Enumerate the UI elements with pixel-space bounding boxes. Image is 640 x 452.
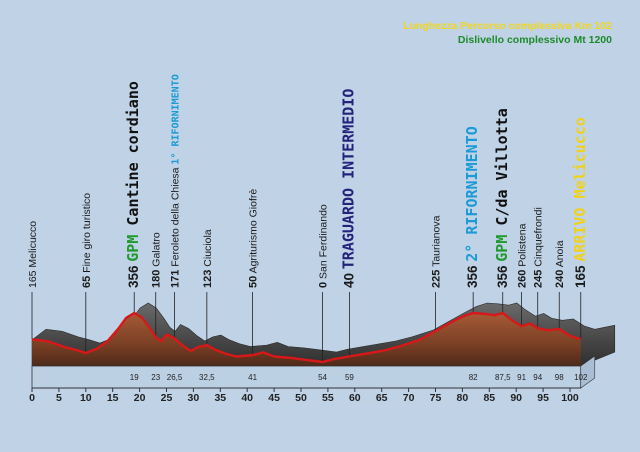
x-axis: 0 5 10 15 20 25 30 35 40 45 50 55 60 65 70 75 80 85 90 95 10… [29, 387, 581, 404]
km-strip [31, 355, 596, 389]
waypoint-label: 165 ARRIVO Melicucco [571, 117, 589, 288]
waypoint-label: 180 Galatro [151, 232, 163, 288]
waypoint-label: 171 Feroleto della Chiesa 1° RIFORNIMENT… [170, 74, 182, 288]
waypoint-label-gpm: GPM [124, 235, 142, 262]
waypoint-label-rifornimento-small: 1° RIFORNIMENTO [171, 74, 182, 164]
waypoint-leaders [31, 292, 582, 362]
axis-tick-label: 35 [214, 392, 226, 404]
km-marker-label: 98 [555, 373, 564, 382]
waypoint-label-plain-big: 356 [465, 262, 480, 288]
waypoint-label-plain-big: 165 [573, 262, 588, 288]
km-markers: 19 23 26,5 32,5 41 54 59 82 87,5 91 94 98 102 [130, 373, 588, 382]
km-marker-label: 59 [345, 373, 354, 382]
waypoint-label-traguardo: TRAGUARDO INTERMEDIO [339, 89, 357, 270]
total-climb-label: Dislivello complessivo Mt 1200 [457, 34, 612, 46]
waypoint-label-plain: Taurianova [431, 215, 443, 269]
axis-tick-label: 45 [268, 392, 280, 404]
km-marker-label: 87,5 [495, 373, 511, 382]
axis-tick-label: 85 [483, 392, 495, 404]
km-marker-label: 94 [533, 373, 542, 382]
waypoint-label-plain: 165 Melicucco [27, 221, 39, 288]
axis-tick-label: 90 [510, 392, 522, 404]
total-length-label: Lunghezza Percorso complessiva Km 102 [403, 20, 612, 32]
waypoint-labels: 165 Melicucco 65 Fine giro turistico 356 G… [27, 74, 589, 288]
axis-tick-label: 30 [188, 392, 200, 404]
waypoint-label-rifornimento-big: 2° RIFORNIMENTO [463, 126, 481, 261]
axis-tick-label: 80 [457, 392, 469, 404]
axis-tick-label: 20 [134, 392, 146, 404]
terrain-fill [32, 313, 581, 366]
waypoint-label: 260 Polistena [517, 223, 529, 288]
waypoint-label: 0 San Ferdinando [318, 204, 330, 288]
axis-tick-label: 15 [107, 392, 119, 404]
elevation-line [31, 311, 582, 364]
waypoint-label-plain-bold: 123 [202, 270, 214, 288]
waypoint-label-plain: Polistena [517, 223, 529, 269]
waypoint-label-plain-big: 356 [126, 262, 141, 288]
waypoint-label-plain-bold: 171 [170, 270, 182, 288]
waypoint-label-plain: Feroleto della Chiesa [170, 165, 182, 270]
km-marker-label: 54 [318, 373, 327, 382]
waypoint-label-plain-bold: 50 [248, 276, 260, 288]
waypoint-label-plain: Cinquefrondi [533, 207, 545, 269]
waypoint-label: 356 GPM Cantine cordiano [124, 81, 142, 288]
axis-tick-label: 70 [403, 392, 415, 404]
km-marker-label: 26,5 [167, 373, 183, 382]
waypoint-label-plain-bold: 0 [318, 282, 330, 288]
waypoint-label-plain-bold: 65 [81, 276, 93, 288]
km-marker-label: 41 [248, 373, 257, 382]
axis-tick-label: 10 [80, 392, 92, 404]
waypoint-label-plain: Fine giro turistico [81, 193, 93, 276]
waypoint-label: 225 Taurianova [431, 215, 443, 288]
axis-tick-label: 40 [241, 392, 253, 404]
axis-tick-label: 5 [56, 392, 62, 404]
waypoint-label-plain-big: 356 [495, 262, 510, 288]
km-strip-side [580, 355, 596, 389]
waypoint-label: 165 Melicucco [27, 221, 39, 288]
axis-tick-label: 100 [561, 392, 579, 404]
km-marker-label: 82 [469, 373, 478, 382]
km-marker-label: 23 [151, 373, 160, 382]
waypoint-label: 240 Anoia [554, 240, 566, 288]
waypoint-label: 356 2° RIFORNIMENTO [463, 126, 481, 288]
km-marker-label: 19 [130, 373, 139, 382]
waypoint-label-plain-bold: 260 [517, 270, 529, 288]
axis-tick-label: 75 [430, 392, 442, 404]
waypoint-label-black-big: Cantine cordiano [124, 81, 142, 235]
km-marker-label: 102 [574, 373, 588, 382]
waypoint-label-arrivo: ARRIVO Melicucco [571, 117, 589, 262]
waypoint-label-plain-big: 40 [341, 269, 356, 288]
waypoint-label-plain: Ciuciola [202, 229, 214, 269]
waypoint-label: 245 Cinquefrondi [533, 207, 545, 288]
waypoint-label-black-big: C/da Villotta [493, 108, 511, 234]
profile-terrain [32, 313, 581, 366]
waypoint-label-plain: Galatro [151, 232, 163, 270]
waypoint-label-plain-bold: 225 [431, 270, 443, 288]
waypoint-label-plain: San Ferdinando [318, 204, 330, 282]
waypoint-label: 356 GPM C/da Villotta [493, 108, 511, 288]
axis-tick-label: 55 [322, 392, 334, 404]
axis-tick-label: 60 [349, 392, 361, 404]
waypoint-label: 40 TRAGUARDO INTERMEDIO [339, 89, 357, 288]
waypoint-label: 123 Ciuciola [202, 229, 214, 288]
waypoint-label-plain: Agriturismo Giofrè [248, 189, 260, 276]
waypoint-label-plain-bold: 240 [554, 270, 566, 288]
axis-tick-label: 0 [29, 392, 35, 404]
axis-tick-label: 50 [295, 392, 307, 404]
km-marker-label: 91 [517, 373, 526, 382]
waypoint-label-gpm: GPM [493, 235, 511, 262]
waypoint-label-plain-bold: 245 [533, 270, 545, 288]
profile-line [31, 311, 582, 364]
waypoint-label-plain-bold: 180 [151, 270, 163, 288]
axis-tick-label: 65 [376, 392, 388, 404]
waypoint-label: 50 Agriturismo Giofrè [248, 189, 260, 288]
axis-tick-label: 95 [537, 392, 549, 404]
waypoint-label: 65 Fine giro turistico [81, 193, 93, 288]
km-marker-label: 32,5 [199, 373, 215, 382]
waypoint-label-plain: Anoia [554, 240, 566, 269]
axis-tick-label: 25 [161, 392, 173, 404]
